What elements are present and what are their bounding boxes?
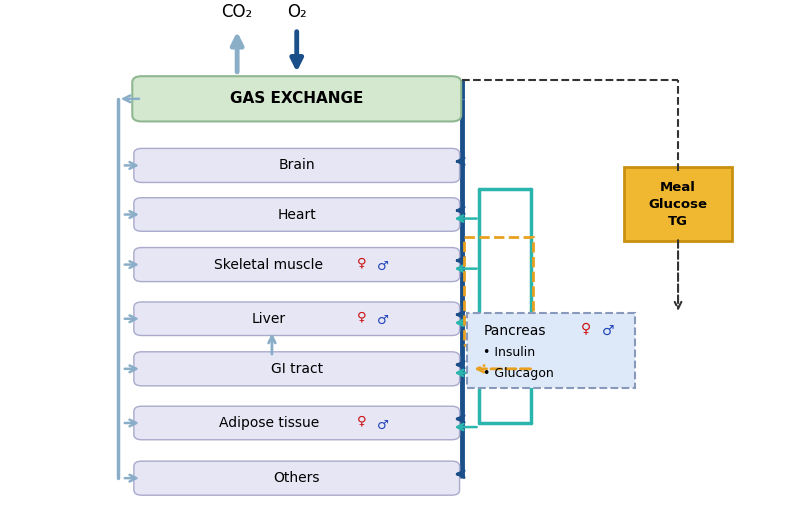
Text: • Insulin: • Insulin	[483, 346, 535, 359]
FancyBboxPatch shape	[134, 352, 459, 386]
Text: ♀: ♀	[581, 321, 591, 335]
Text: Adipose tissue: Adipose tissue	[218, 416, 319, 430]
Text: ♂: ♂	[377, 260, 389, 273]
Text: ♂: ♂	[377, 314, 389, 328]
Text: Heart: Heart	[278, 208, 316, 222]
Text: O₂: O₂	[287, 3, 306, 21]
FancyBboxPatch shape	[132, 76, 461, 121]
FancyBboxPatch shape	[134, 406, 459, 440]
FancyBboxPatch shape	[134, 302, 459, 335]
Text: CO₂: CO₂	[222, 3, 253, 21]
FancyBboxPatch shape	[134, 461, 459, 495]
FancyBboxPatch shape	[134, 198, 459, 231]
Text: Others: Others	[274, 471, 320, 485]
Bar	[463, 237, 534, 345]
FancyBboxPatch shape	[466, 313, 635, 388]
Text: Skeletal muscle: Skeletal muscle	[214, 258, 323, 271]
Text: ♀: ♀	[357, 256, 366, 269]
Text: Pancreas: Pancreas	[483, 324, 546, 338]
Text: ♀: ♀	[357, 310, 366, 323]
FancyBboxPatch shape	[134, 148, 459, 182]
Text: Brain: Brain	[278, 158, 315, 172]
Text: GI tract: GI tract	[270, 362, 322, 376]
Text: ♀: ♀	[357, 414, 366, 428]
FancyBboxPatch shape	[134, 248, 459, 281]
Text: GAS EXCHANGE: GAS EXCHANGE	[230, 91, 363, 107]
Text: Liver: Liver	[252, 312, 286, 326]
Text: ♂: ♂	[377, 419, 389, 431]
FancyBboxPatch shape	[624, 167, 732, 242]
Text: Meal
Glucose
TG: Meal Glucose TG	[649, 181, 707, 228]
Text: • Glucagon: • Glucagon	[483, 367, 554, 379]
Text: ♂: ♂	[602, 324, 614, 338]
